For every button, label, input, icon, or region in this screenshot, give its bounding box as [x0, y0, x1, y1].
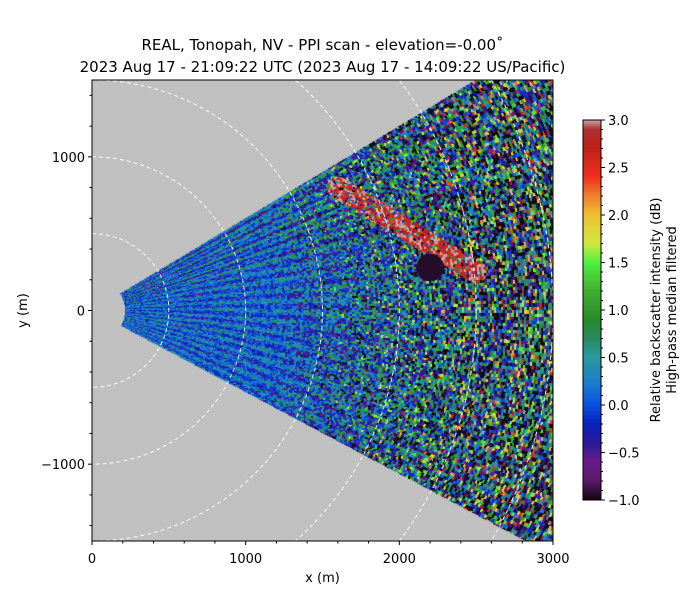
range-ring: [92, 233, 170, 388]
colorbar-tick-label: 2.5: [608, 162, 629, 177]
title-line-2: 2023 Aug 17 - 21:09:22 UTC (2023 Aug 17 …: [79, 58, 566, 76]
colorbar-tick-label: −0.5: [608, 447, 640, 462]
x-tick-label: 2000: [383, 552, 416, 567]
range-ring: [295, 79, 400, 542]
colorbar-tick-label: −1.0: [608, 494, 640, 509]
colorbar-tick-label: 0.5: [608, 352, 629, 367]
y-tick-label: −1000: [41, 458, 85, 473]
x-tick-label: 3000: [536, 552, 569, 567]
colorbar-tick-label: 3.0: [608, 114, 629, 129]
x-tick-label: 0: [88, 552, 96, 567]
colorbar-tick-label: 0.0: [608, 399, 629, 414]
y-tick-label: 0: [77, 305, 85, 320]
y-tick-label: 1000: [52, 151, 85, 166]
colorbar-tick-label: 1.0: [608, 304, 629, 319]
title-line-1: REAL, Tonopah, NV - PPI scan - elevation…: [141, 36, 504, 54]
colorbar: [583, 120, 601, 500]
x-tick-label: 1000: [229, 552, 262, 567]
colorbar-label-line-2: High-pass median filtered: [665, 226, 680, 394]
colorbar-tick-label: 1.5: [608, 257, 629, 272]
y-axis-label: y (m): [16, 293, 31, 328]
range-ring: [399, 80, 477, 541]
colorbar-frame: [582, 119, 602, 501]
colorbar-tick-label: 2.0: [608, 209, 629, 224]
range-ring: [92, 79, 323, 542]
axes-frame: [91, 79, 554, 542]
range-ring: [490, 79, 554, 542]
range-ring: [92, 156, 247, 465]
colorbar-label-line-1: Relative backscatter intensity (dB): [649, 198, 664, 423]
x-axis-label: x (m): [305, 571, 340, 586]
